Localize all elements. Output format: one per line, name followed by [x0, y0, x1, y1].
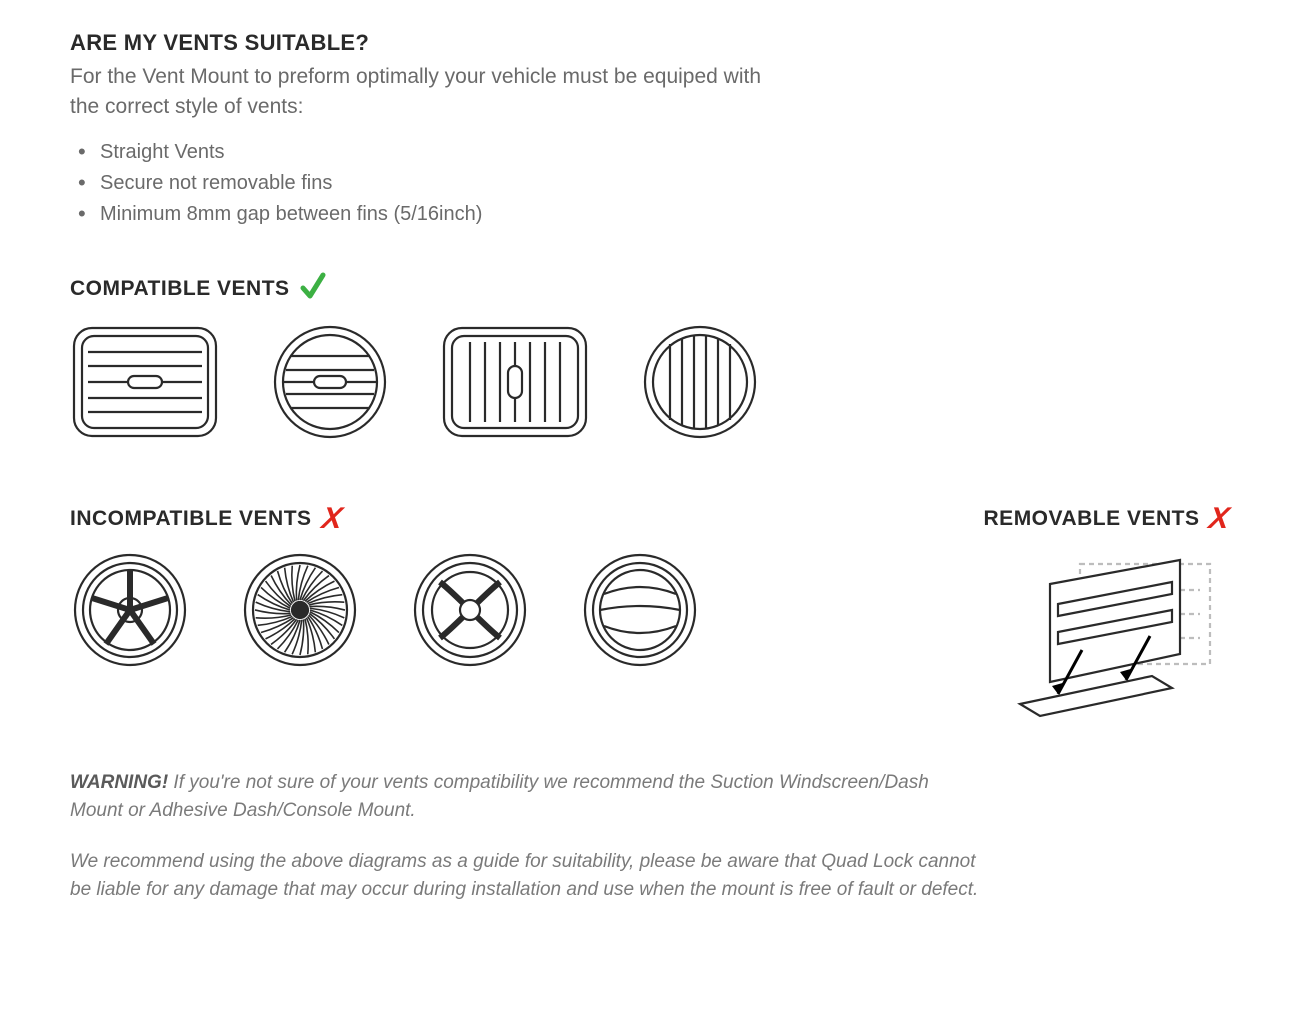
vent-cross-icon [410, 550, 530, 670]
compatible-row [70, 322, 1230, 442]
list-item: Straight Vents [78, 137, 1230, 168]
warning-body: If you're not sure of your vents compati… [70, 772, 929, 822]
label-text: INCOMPATIBLE VENTS [70, 507, 312, 531]
requirements-list: Straight Vents Secure not removable fins… [70, 137, 1230, 230]
vent-sphere-icon [580, 550, 700, 670]
x-icon: X [319, 502, 344, 536]
vent-spoke-icon [70, 550, 190, 670]
incompatible-label: INCOMPATIBLE VENTS X [70, 502, 342, 536]
vent-turbine-icon [240, 550, 360, 670]
vent-rect-horizontal-icon [70, 322, 220, 442]
disclaimer-text: We recommend using the above diagrams as… [70, 848, 990, 905]
vent-circle-vertical-icon [640, 322, 760, 442]
label-text: REMOVABLE VENTS [984, 507, 1200, 531]
vent-rect-vertical-icon [440, 322, 590, 442]
vent-removable-icon [1010, 554, 1230, 724]
label-text: COMPATIBLE VENTS [70, 277, 290, 301]
x-icon: X [1207, 502, 1232, 536]
list-item: Secure not removable fins [78, 168, 1230, 199]
compatible-label: COMPATIBLE VENTS [70, 270, 326, 308]
page-title: ARE MY VENTS SUITABLE? [70, 30, 1230, 56]
warning-label: WARNING! [70, 772, 168, 793]
list-item: Minimum 8mm gap between fins (5/16inch) [78, 199, 1230, 230]
warning-text: WARNING! If you're not sure of your vent… [70, 769, 950, 826]
incompatible-row [70, 550, 930, 670]
removable-label: REMOVABLE VENTS X [984, 502, 1230, 536]
intro-text: For the Vent Mount to preform optimally … [70, 62, 790, 123]
check-icon [300, 270, 326, 308]
vent-circle-horizontal-icon [270, 322, 390, 442]
